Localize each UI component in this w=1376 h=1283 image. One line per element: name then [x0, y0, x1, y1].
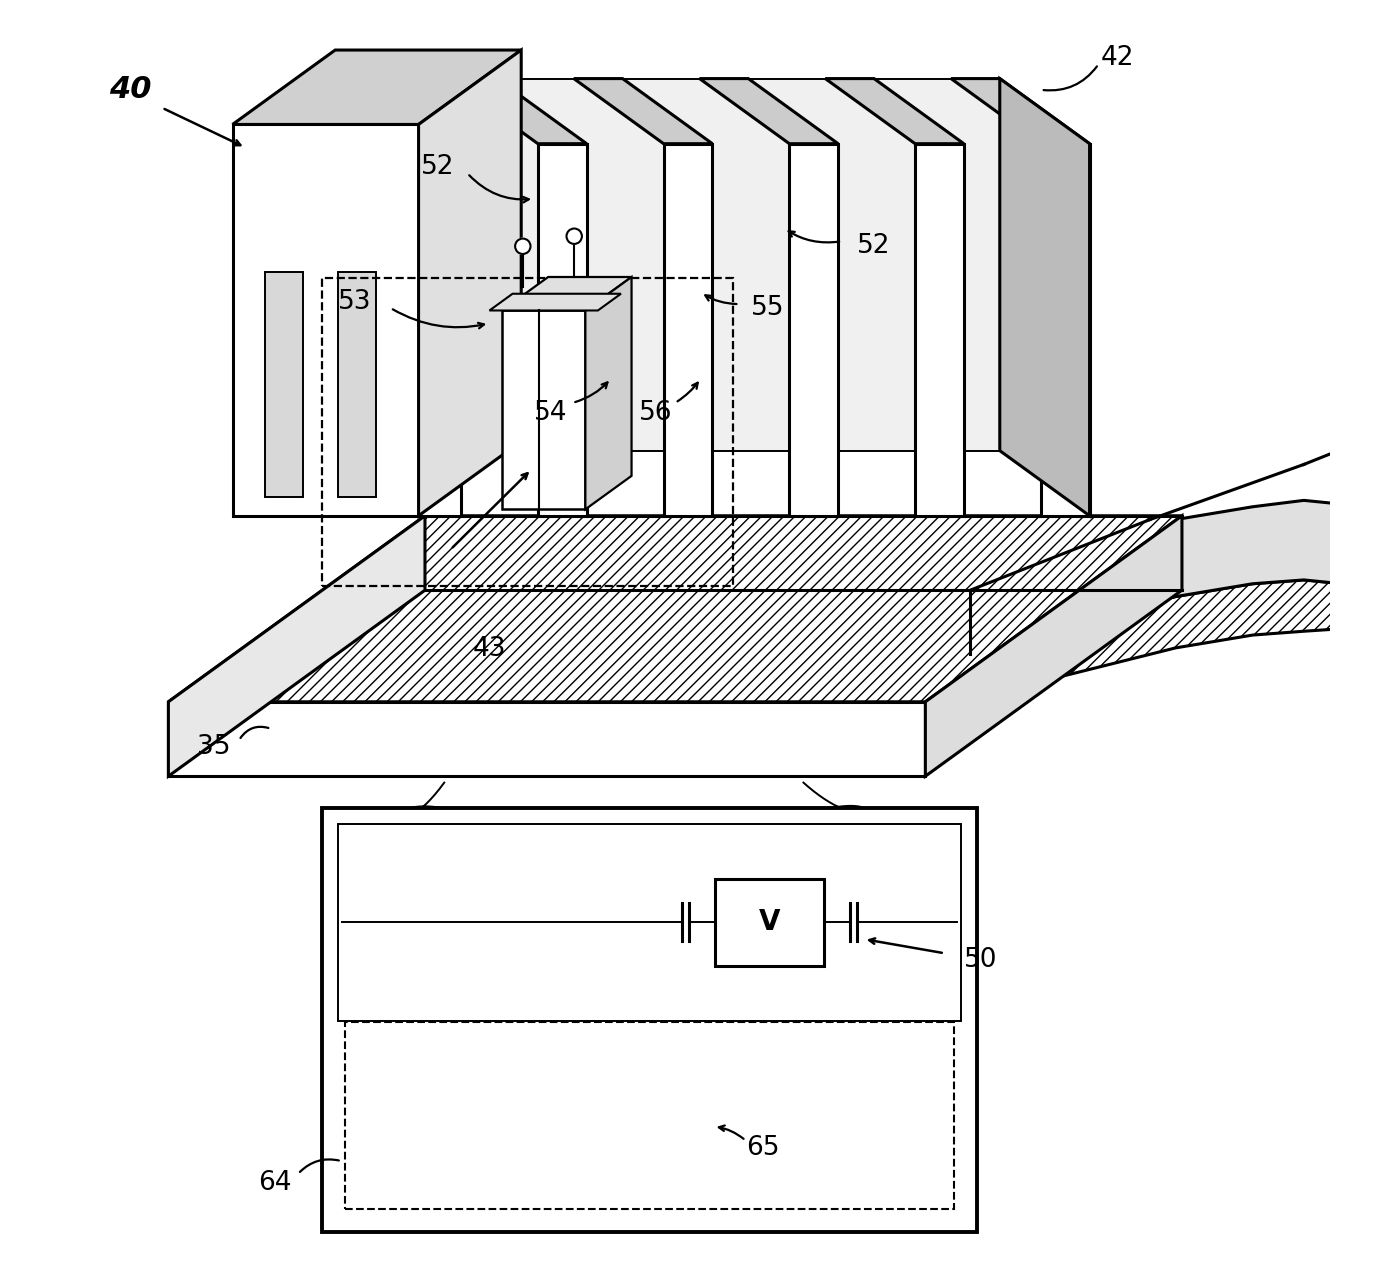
- Polygon shape: [449, 78, 586, 144]
- Bar: [345, 1023, 954, 1209]
- Polygon shape: [322, 78, 461, 144]
- Polygon shape: [337, 272, 376, 497]
- Text: 52: 52: [421, 154, 454, 180]
- Polygon shape: [585, 277, 632, 509]
- Polygon shape: [168, 516, 1182, 702]
- Circle shape: [567, 228, 582, 244]
- Text: 53: 53: [337, 289, 372, 314]
- Polygon shape: [168, 516, 425, 776]
- Polygon shape: [925, 516, 1182, 776]
- Bar: [322, 278, 733, 586]
- Polygon shape: [1000, 78, 1090, 516]
- Bar: [716, 879, 824, 966]
- Text: 35: 35: [197, 734, 230, 760]
- Polygon shape: [970, 500, 1343, 654]
- Polygon shape: [502, 277, 632, 310]
- Text: V: V: [758, 908, 780, 937]
- Polygon shape: [915, 144, 963, 516]
- Polygon shape: [502, 310, 585, 509]
- Text: 65: 65: [746, 1135, 779, 1161]
- Polygon shape: [663, 144, 713, 516]
- Polygon shape: [538, 144, 586, 516]
- Polygon shape: [790, 144, 838, 516]
- Polygon shape: [951, 78, 1090, 144]
- Text: 43: 43: [472, 636, 506, 662]
- Polygon shape: [826, 78, 963, 144]
- Circle shape: [515, 239, 531, 254]
- Polygon shape: [490, 294, 621, 310]
- Polygon shape: [418, 50, 522, 516]
- Polygon shape: [699, 78, 838, 144]
- Bar: [337, 824, 962, 1020]
- Polygon shape: [1040, 144, 1090, 516]
- Bar: [322, 808, 977, 1232]
- Polygon shape: [970, 580, 1343, 703]
- Text: 40: 40: [109, 76, 151, 104]
- Text: 52: 52: [857, 234, 890, 259]
- Text: 50: 50: [963, 947, 998, 973]
- Polygon shape: [413, 144, 461, 516]
- Text: 42: 42: [1101, 45, 1135, 71]
- Polygon shape: [322, 78, 1000, 450]
- Polygon shape: [233, 50, 522, 124]
- Polygon shape: [168, 702, 925, 776]
- Polygon shape: [574, 78, 713, 144]
- Text: 56: 56: [640, 400, 673, 426]
- Text: 54: 54: [534, 400, 567, 426]
- Text: 55: 55: [751, 295, 784, 321]
- Polygon shape: [233, 124, 418, 516]
- Polygon shape: [264, 272, 303, 497]
- Text: 64: 64: [259, 1170, 292, 1196]
